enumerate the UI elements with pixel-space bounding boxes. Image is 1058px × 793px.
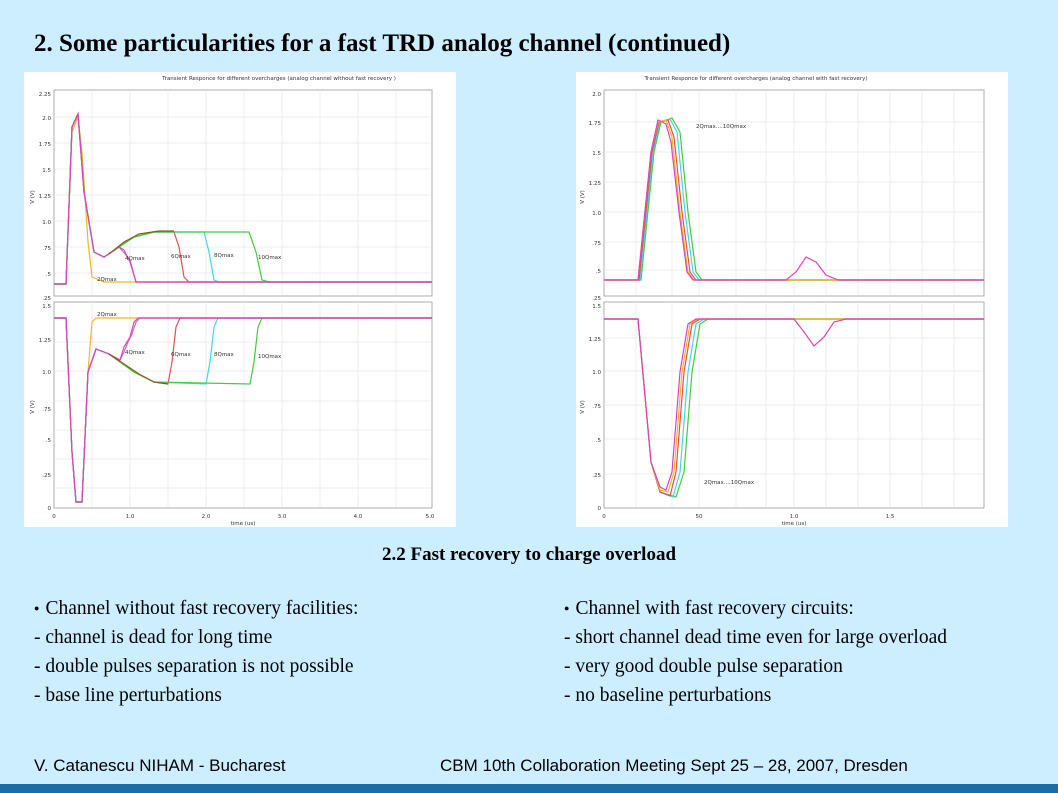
x-tick-label: 3.0 [278, 514, 287, 520]
tick-label: 1.5 [42, 304, 51, 310]
tick-label: 1.75 [589, 121, 602, 127]
tick-label: .25 [42, 473, 51, 479]
tick-label: 1.0 [42, 220, 51, 226]
tick-label: .5 [46, 272, 52, 278]
tick-label: .5 [596, 269, 602, 275]
footer-author: V. Catanescu NIHAM - Bucharest [34, 756, 286, 775]
curve-label: 10Qmax [258, 354, 282, 360]
x-tick-label: 1.0 [126, 514, 135, 520]
curve-label: 10Qmax [258, 255, 282, 261]
bottom-bar [0, 784, 1058, 793]
tick-label: .75 [42, 246, 51, 252]
x-tick-label: 0 [602, 514, 606, 520]
tick-label: 1.25 [589, 337, 602, 343]
x-tick-label: 2.0 [202, 514, 211, 520]
tick-label: .5 [596, 438, 602, 444]
tick-label: .5 [46, 438, 52, 444]
curve-label: 6Qmax [171, 254, 192, 260]
curve-label: 4Qmax [125, 350, 146, 356]
y-axis-label: V (V) [580, 400, 586, 414]
plot-with-fast-recovery: Transient Responce for different overcha… [576, 72, 1008, 527]
bullet-head: Channel without fast recovery facilities… [34, 594, 534, 623]
tick-label: 1.25 [39, 194, 52, 200]
bullets-without-fast-recovery: Channel without fast recovery facilities… [34, 594, 534, 710]
plot-caption: Transient Responce for different overcha… [161, 76, 396, 82]
x-tick-label: 1.5 [886, 514, 895, 520]
x-tick-label: 5.0 [426, 514, 435, 520]
tick-label: 1.75 [39, 142, 52, 148]
tick-label: 1.5 [592, 151, 601, 157]
plot-svg-left: Transient Responce for different overcha… [30, 76, 435, 527]
bullet-item: - no baseline perturbations [564, 685, 772, 706]
bullets-with-fast-recovery: Channel with fast recovery circuits: - s… [564, 594, 1004, 710]
y-axis-label: V (V) [30, 400, 36, 414]
curve-label: 2Qmax [97, 312, 118, 318]
tick-label: 1.25 [39, 338, 52, 344]
bullet-item: - channel is dead for long time [34, 627, 273, 648]
bullet-item: - short channel dead time even for large… [564, 627, 947, 648]
tick-label: 1.0 [592, 211, 601, 217]
curve-label: 2Qmax....10Qmax [704, 480, 755, 486]
tick-label: .75 [592, 404, 601, 410]
plot-without-fast-recovery: Transient Responce for different overcha… [24, 72, 456, 527]
curve-label: 2Qmax [97, 277, 118, 283]
tick-label: 1.0 [592, 370, 601, 376]
section-subtitle: 2.2 Fast recovery to charge overload [381, 544, 677, 565]
curve-label: 2Qmax....10Qmax [696, 124, 747, 130]
tick-label: 0 [598, 506, 602, 512]
y-axis-label: V (V) [580, 190, 586, 204]
y-axis-label: V (V) [30, 190, 36, 204]
tick-label: 2.25 [39, 92, 52, 98]
tick-label: 1.5 [592, 304, 601, 310]
curve-label: 6Qmax [171, 352, 192, 358]
bullet-item: - base line perturbations [34, 685, 222, 706]
bullet-item: - double pulses separation is not possib… [34, 656, 354, 677]
curve-label: 4Qmax [125, 256, 146, 262]
x-tick-label: 4.0 [354, 514, 363, 520]
slide-title: 2. Some particularities for a fast TRD a… [34, 30, 731, 57]
tick-label: .75 [42, 407, 51, 413]
tick-label: 2.0 [592, 92, 601, 98]
tick-label: 1.0 [42, 370, 51, 376]
tick-label: 0 [48, 506, 52, 512]
curve-label: 8Qmax [214, 352, 235, 358]
tick-label: .25 [592, 296, 601, 302]
curve-label: 8Qmax [214, 253, 235, 259]
plot-svg-right: Transient Responce for different overcha… [580, 76, 985, 527]
tick-label: 1.25 [589, 181, 602, 187]
tick-label: 1.5 [42, 168, 51, 174]
x-tick-label: 50 [696, 514, 703, 520]
x-tick-label: 1.0 [790, 514, 799, 520]
bullet-item: - very good double pulse separation [564, 656, 843, 677]
x-tick-label: 0 [52, 514, 56, 520]
tick-label: .25 [592, 473, 601, 479]
bullet-head: Channel with fast recovery circuits: [564, 594, 1004, 623]
tick-label: .25 [42, 296, 51, 302]
tick-label: .75 [592, 241, 601, 247]
plot-caption: Transient Responce for different overcha… [644, 76, 868, 82]
x-axis-label: time (us) [231, 521, 256, 527]
x-axis-label: time (us) [782, 521, 807, 527]
tick-label: 2.0 [42, 116, 51, 122]
footer-meeting: CBM 10th Collaboration Meeting Sept 25 –… [440, 756, 908, 775]
